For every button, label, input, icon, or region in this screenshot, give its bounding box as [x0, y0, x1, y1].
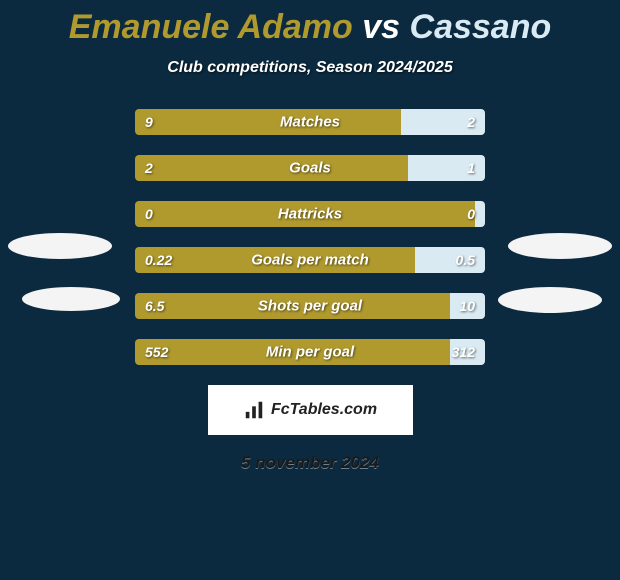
stat-bar-row: Shots per goal 6.5 10	[135, 293, 485, 319]
date-text: 5 november 2024	[0, 453, 620, 473]
stat-bar-left	[135, 109, 401, 135]
stat-bar-row: Min per goal 552 312	[135, 339, 485, 365]
fctables-logo: FcTables.com	[208, 385, 413, 435]
stat-bar-value-right: 312	[452, 344, 475, 360]
title-player1: Emanuele Adamo	[69, 8, 353, 46]
stat-bar-label: Goals per match	[251, 252, 369, 269]
stat-bar-row: Goals per match 0.22 0.5	[135, 247, 485, 273]
avatar-placeholder-left-2	[22, 287, 120, 311]
stat-bar-left	[135, 155, 408, 181]
avatar-placeholder-right-2	[498, 287, 602, 313]
subtitle: Club competitions, Season 2024/2025	[0, 59, 620, 77]
stat-bar-label: Hattricks	[278, 206, 342, 223]
bar-chart-icon	[243, 399, 265, 421]
stats-area: Matches 9 2 Goals 2 1 Hattricks 0 0 Goals per mat…	[0, 109, 620, 365]
stat-bar-value-left: 9	[145, 114, 153, 130]
stat-bar-label: Shots per goal	[258, 298, 362, 315]
stat-bar-row: Matches 9 2	[135, 109, 485, 135]
stat-bar-value-right: 2	[467, 114, 475, 130]
stat-bar-label: Goals	[289, 160, 331, 177]
logo-text: FcTables.com	[271, 401, 377, 419]
stat-bar-value-right: 0.5	[456, 252, 475, 268]
stat-bar-value-right: 1	[467, 160, 475, 176]
stat-bar-value-left: 0	[145, 206, 153, 222]
stat-bar-row: Goals 2 1	[135, 155, 485, 181]
stat-bar-label: Matches	[280, 114, 340, 131]
stat-bar-value-left: 552	[145, 344, 168, 360]
container: Emanuele Adamo vs Cassano Club competiti…	[0, 0, 620, 580]
stat-bar-value-left: 0.22	[145, 252, 172, 268]
stat-bars: Matches 9 2 Goals 2 1 Hattricks 0 0 Goals per mat…	[135, 109, 485, 365]
page-title: Emanuele Adamo vs Cassano	[0, 8, 620, 47]
avatar-placeholder-left-1	[8, 233, 112, 259]
stat-bar-value-right: 10	[459, 298, 475, 314]
stat-bar-right	[475, 201, 486, 227]
stat-bar-label: Min per goal	[266, 344, 354, 361]
title-player2: Cassano	[410, 8, 552, 46]
stat-bar-value-left: 2	[145, 160, 153, 176]
stat-bar-value-right: 0	[467, 206, 475, 222]
title-vs: vs	[362, 8, 409, 46]
stat-bar-value-left: 6.5	[145, 298, 164, 314]
avatar-placeholder-right-1	[508, 233, 612, 259]
stat-bar-row: Hattricks 0 0	[135, 201, 485, 227]
